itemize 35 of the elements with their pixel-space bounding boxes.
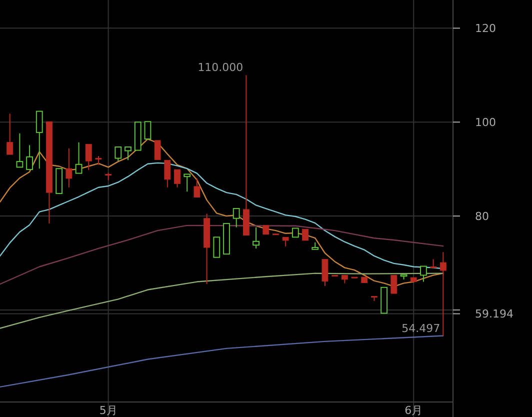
candlestick xyxy=(124,146,132,161)
x-tick-label: 5月 xyxy=(99,404,118,417)
y-tick-label: 100 xyxy=(475,116,496,130)
candlestick xyxy=(390,274,398,294)
y-tick-label: 59.194 xyxy=(475,308,514,321)
candlestick xyxy=(66,148,72,188)
candlestick xyxy=(194,178,200,198)
y-tick-label: 80 xyxy=(475,210,489,224)
candlestick xyxy=(440,252,446,336)
candlestick xyxy=(213,236,220,258)
candlestick xyxy=(16,132,24,168)
candlestick xyxy=(232,208,240,228)
x-tick-label: 6月 xyxy=(404,404,423,417)
candlestick xyxy=(322,258,328,286)
y-tick-label: 120 xyxy=(475,22,496,36)
candlestick xyxy=(252,226,260,249)
candlestick xyxy=(154,140,161,160)
candlestick xyxy=(114,146,122,162)
candlestick xyxy=(282,236,289,248)
candlestick xyxy=(164,160,171,188)
line-series xyxy=(0,335,444,388)
candlestick xyxy=(26,144,33,170)
candlestick xyxy=(85,144,92,171)
candlestick xyxy=(420,266,427,282)
candlestick xyxy=(174,169,180,188)
candlestick xyxy=(75,142,82,174)
line-series xyxy=(0,138,444,288)
annotation: 110.000 xyxy=(198,61,244,74)
candlestick xyxy=(144,121,152,140)
candlestick xyxy=(6,113,14,156)
candlestick xyxy=(184,174,191,192)
candlestick xyxy=(302,228,308,241)
candlestick xyxy=(36,110,43,170)
annotation: 54.497 xyxy=(402,322,440,335)
line-series xyxy=(0,224,444,285)
